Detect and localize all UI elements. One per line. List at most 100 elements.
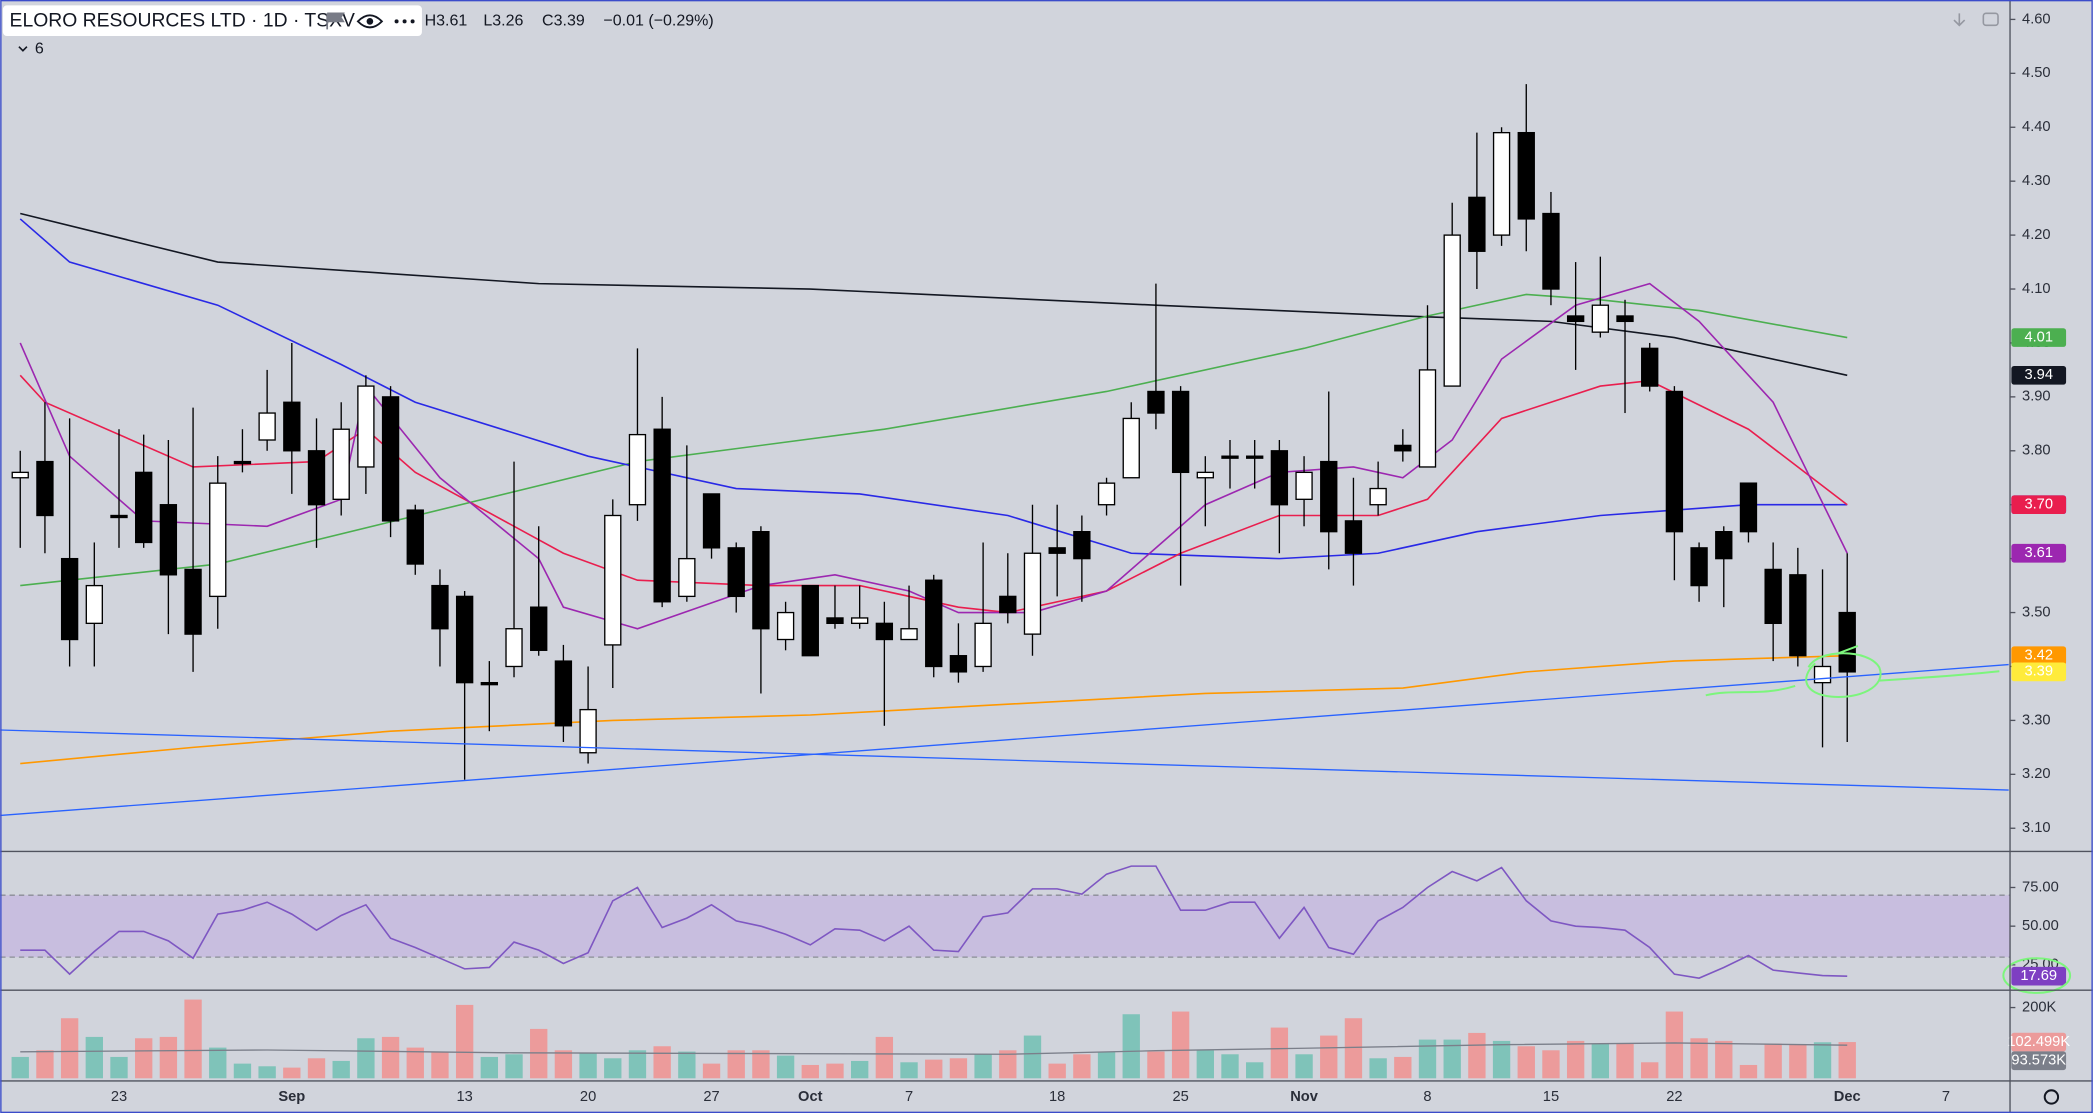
candle-body xyxy=(455,595,474,684)
candle-body xyxy=(1270,450,1289,506)
candle-body xyxy=(159,504,178,576)
candle-body xyxy=(1443,234,1461,387)
candle-body xyxy=(209,482,227,598)
y-tick-label: 3.90 xyxy=(2022,389,2051,405)
y-tick-label: 4.20 xyxy=(2022,227,2051,243)
header-high: H3.61 xyxy=(425,13,468,30)
candle-body xyxy=(85,584,103,625)
candle-body xyxy=(1196,471,1214,479)
volume-bar xyxy=(1468,1032,1486,1079)
volume-bar xyxy=(1739,1064,1758,1079)
candle-body xyxy=(11,471,29,479)
volume-bar xyxy=(1171,1011,1190,1079)
header-change: −0.01 (−0.29%) xyxy=(603,13,713,30)
x-tick-label: 23 xyxy=(111,1089,127,1105)
candle-body xyxy=(579,708,597,754)
ma-badge-label: 3.42 xyxy=(2024,648,2053,664)
volume-bar xyxy=(1690,1038,1708,1079)
x-tick-label: 27 xyxy=(703,1089,719,1105)
x-tick-label: 8 xyxy=(1423,1089,1431,1105)
candle-body xyxy=(184,568,202,635)
volume-bar xyxy=(727,1050,745,1079)
x-tick-label: Sep xyxy=(278,1089,305,1105)
x-tick-label: 7 xyxy=(1942,1089,1950,1105)
y-tick-label: 4.10 xyxy=(2022,281,2051,297)
volume-bar xyxy=(431,1051,449,1079)
volume-bar xyxy=(1641,1062,1659,1079)
download-icon[interactable] xyxy=(1953,13,1966,27)
settings-icon[interactable] xyxy=(2043,1089,2060,1105)
symbol-box[interactable] xyxy=(2,5,422,37)
candle-body xyxy=(480,681,499,686)
volume-ma-badge xyxy=(2011,1051,2067,1071)
candle-body xyxy=(505,628,523,668)
candle-body xyxy=(702,493,721,549)
y-tick-label: 4.30 xyxy=(2022,173,2051,189)
volume-bar xyxy=(505,1054,523,1079)
more-icon[interactable] xyxy=(394,19,415,24)
volume-bar xyxy=(875,1036,894,1079)
volume-bar xyxy=(1270,1027,1289,1079)
annotation xyxy=(1705,644,2000,698)
candle-body xyxy=(381,396,400,522)
volume-bar xyxy=(1492,1040,1511,1079)
x-tick-label: 7 xyxy=(905,1089,913,1105)
flag-icon[interactable] xyxy=(326,12,345,30)
volume-bar xyxy=(283,1067,301,1079)
volume-bar xyxy=(307,1058,326,1079)
candle-body xyxy=(1641,347,1659,387)
moving-average xyxy=(19,282,1848,630)
volume-bar xyxy=(1665,1011,1684,1079)
ma-badge-label: 3.94 xyxy=(2024,367,2053,383)
volume-bar xyxy=(60,1018,79,1079)
rsi-badge xyxy=(2011,966,2067,986)
indicator-count: 6 xyxy=(35,41,44,58)
candle-body xyxy=(1616,315,1634,323)
header-close: C3.39 xyxy=(542,13,585,30)
x-tick-label: Oct xyxy=(798,1089,823,1105)
eye-icon xyxy=(366,18,374,25)
candle-body xyxy=(1418,369,1437,468)
y-tick-label: 3.50 xyxy=(2022,604,2051,620)
ma-badge-label: 4.01 xyxy=(2024,329,2053,345)
x-tick-label: 22 xyxy=(1666,1089,1682,1105)
candle-body xyxy=(1566,315,1585,323)
y-tick-label: 3.20 xyxy=(2022,766,2051,782)
candle-body xyxy=(1394,444,1412,452)
candle-body xyxy=(1023,552,1042,635)
volume-bar xyxy=(233,1063,252,1079)
volume-bar xyxy=(1344,1018,1363,1079)
volume-bar xyxy=(826,1063,844,1079)
volume-bar xyxy=(776,1055,795,1079)
volume-bar xyxy=(1542,1050,1560,1079)
volume-bar xyxy=(1320,1035,1338,1079)
candle-body xyxy=(307,450,326,506)
eye-icon[interactable] xyxy=(356,14,384,29)
y-tick-label: 4.40 xyxy=(2022,119,2051,135)
candle-body xyxy=(1221,455,1239,459)
symbol-title: ELORO RESOURCES LTD · 1D · TSXV xyxy=(10,9,355,31)
volume-bar xyxy=(357,1038,375,1079)
volume-bar xyxy=(184,999,202,1079)
volume-bar xyxy=(455,1004,474,1079)
candle-body xyxy=(678,557,696,598)
volume-bar xyxy=(1073,1054,1091,1079)
indicators-toggle[interactable] xyxy=(18,46,28,52)
volume-bar xyxy=(1517,1046,1535,1079)
candle-body xyxy=(1048,547,1066,554)
volume-bar xyxy=(381,1036,400,1079)
volume-bar xyxy=(1394,1056,1412,1079)
candle-body xyxy=(1739,482,1758,533)
volume-bar xyxy=(480,1056,499,1079)
volume-bar xyxy=(110,1056,128,1079)
fullscreen-icon[interactable] xyxy=(1982,12,1999,27)
candle-body xyxy=(604,514,622,646)
price-badge-label: 3.39 xyxy=(2024,664,2053,680)
candle-body xyxy=(1665,390,1684,533)
candle-body xyxy=(1344,520,1363,554)
volume-bar xyxy=(135,1038,153,1079)
volume-bar xyxy=(1196,1050,1214,1079)
candle-body xyxy=(554,660,573,727)
volume-bar xyxy=(36,1050,54,1079)
